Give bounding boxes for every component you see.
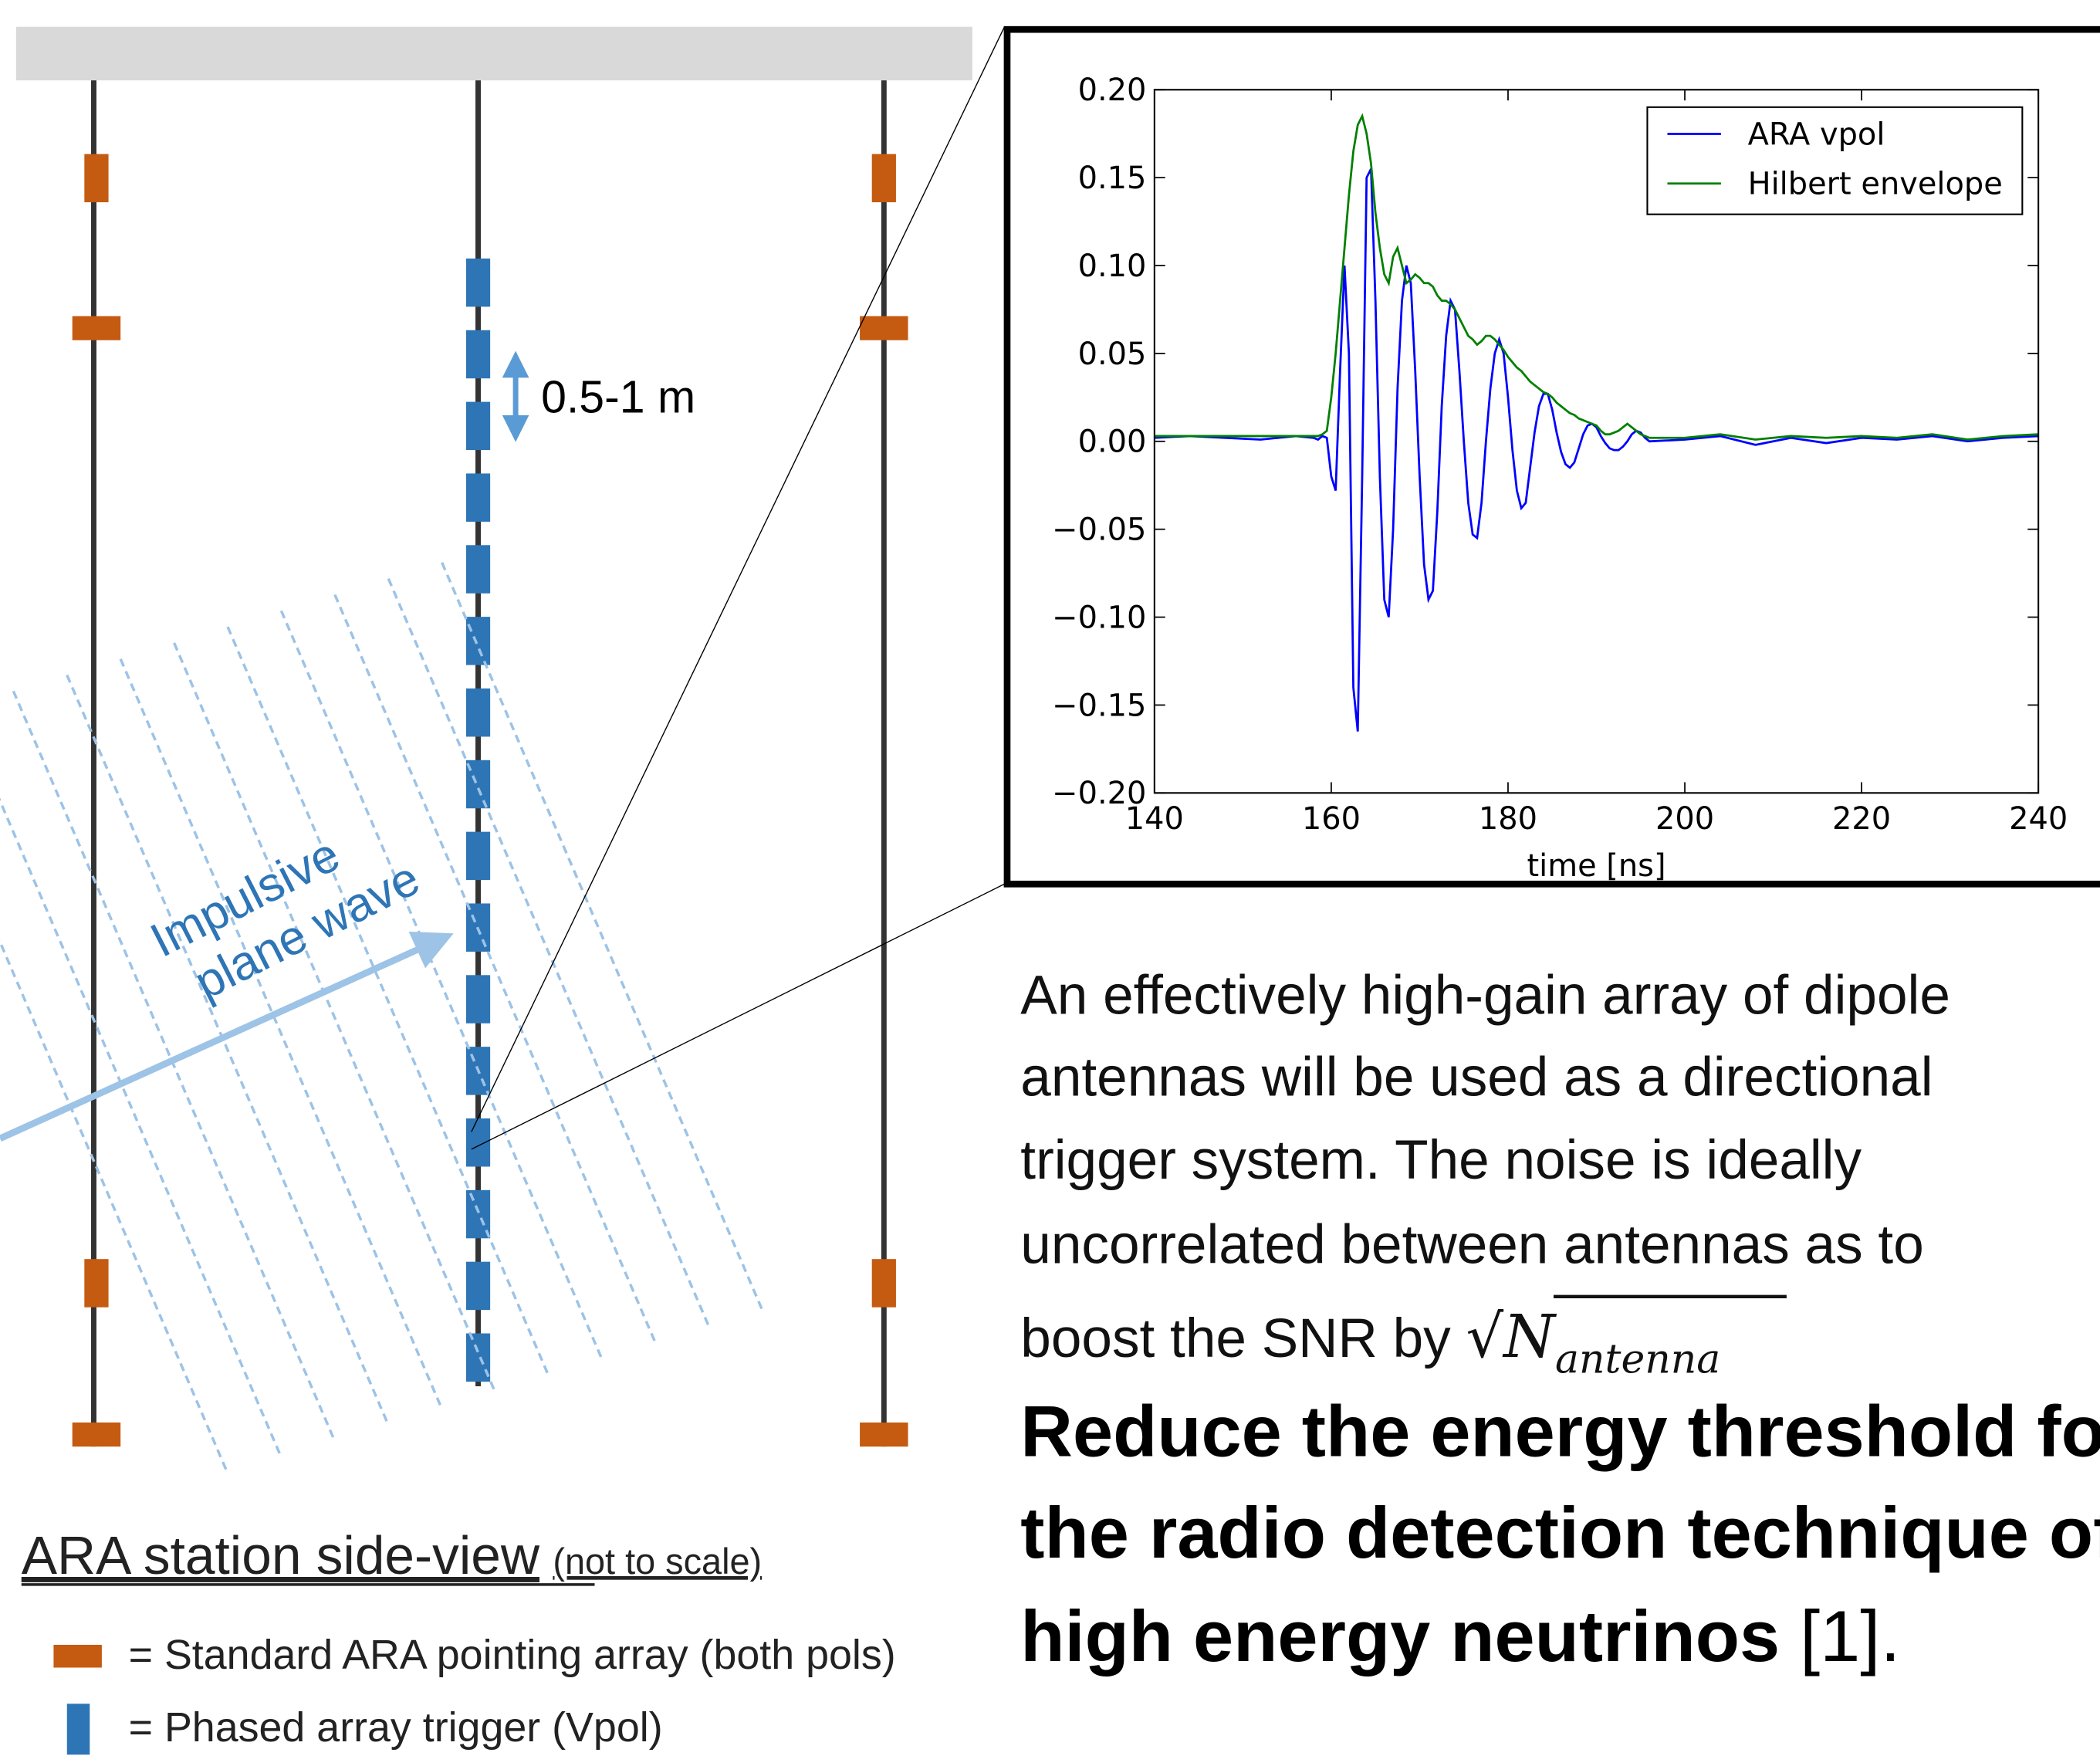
legend-swatch — [66, 1704, 90, 1755]
heading-text: high energy neutrinos — [1020, 1595, 1780, 1676]
heading-line: the radio detection technique of — [1020, 1492, 2100, 1573]
formula-subscript: antenna — [1555, 1337, 1720, 1383]
x-tick-label: 220 — [1832, 801, 1891, 837]
paragraph-text: boost the SNR by — [1020, 1308, 1466, 1369]
y-tick-label: −0.15 — [1052, 688, 1146, 723]
formula-root: √ — [1466, 1303, 1504, 1372]
wavefront — [0, 939, 229, 1474]
legend-text: = Phased array trigger (Vpol) — [129, 1704, 663, 1751]
station-diagram: 0.5-1 m Impulsive plane wave ARA station… — [0, 26, 1006, 1755]
paragraph-line: boost the SNR by √Nantenna — [1020, 1303, 1720, 1383]
x-axis-label: time [ns] — [1527, 848, 1665, 884]
caption-title: ARA station side-view — [22, 1525, 540, 1585]
wavefront — [0, 797, 283, 1458]
pointing-antennas — [72, 154, 908, 1447]
wavefront — [12, 690, 336, 1442]
phased-antenna — [465, 831, 491, 881]
plot-border — [1153, 89, 2040, 794]
zoom-line — [471, 26, 1006, 1132]
phased-antenna — [465, 258, 491, 307]
wave-arrow — [0, 931, 454, 1142]
series-line — [1154, 168, 2039, 732]
legend-label: ARA vpol — [1748, 117, 1885, 152]
phased-antenna — [465, 473, 491, 522]
legend-label: Hilbert envelope — [1748, 167, 2003, 202]
caption-note: (not to scale) — [553, 1541, 762, 1582]
surface — [15, 26, 972, 81]
x-tick-label: 180 — [1479, 801, 1537, 837]
x-tick-label: 200 — [1655, 801, 1714, 837]
phased-antenna — [465, 330, 491, 379]
paragraph-line: An effectively high-gain array of dipole — [1020, 966, 1950, 1027]
wavefront — [441, 562, 765, 1314]
paragraph-line: trigger system. The noise is ideally — [1020, 1130, 1862, 1191]
wavefront — [387, 577, 712, 1330]
wavefront — [119, 658, 444, 1410]
x-tick-label: 160 — [1302, 801, 1361, 837]
paragraph-line: uncorrelated between antennas as to — [1020, 1214, 1923, 1275]
y-tick-label: 0.05 — [1078, 337, 1147, 372]
phased-antenna — [465, 688, 491, 737]
x-tick-label: 240 — [2009, 801, 2068, 837]
spacing-label: 0.5-1 m — [541, 371, 695, 422]
legend-text: = Standard ARA pointing array (both pols… — [129, 1632, 896, 1678]
y-tick-label: 0.00 — [1078, 425, 1147, 460]
wavefront — [173, 642, 497, 1394]
phased-antenna — [465, 1261, 491, 1311]
phased-antenna — [465, 975, 491, 1023]
y-tick-label: −0.05 — [1052, 513, 1146, 548]
heading-line: high energy neutrinos [1]. — [1020, 1595, 1900, 1676]
legend-swatch — [53, 1644, 102, 1668]
wavefront — [279, 610, 604, 1362]
phased-antenna — [465, 401, 491, 451]
formula-base: N — [1502, 1303, 1557, 1372]
phased-antenna — [465, 1118, 491, 1167]
y-tick-label: −0.20 — [1052, 776, 1146, 811]
y-tick-label: −0.10 — [1052, 600, 1146, 635]
y-tick-label: 0.10 — [1078, 249, 1147, 284]
text-block: An effectively high-gain array of dipole… — [1020, 966, 2100, 1676]
heading-line: Reduce the energy threshold for — [1020, 1390, 2100, 1471]
series-line — [1154, 113, 2039, 441]
y-tick-label: 0.20 — [1078, 73, 1147, 108]
x-tick-label: 140 — [1125, 801, 1184, 837]
phased-antenna — [465, 545, 491, 594]
chart: −0.20 −0.15 −0.10 −0.05 0.00 0.05 0.10 0.15 0.20… — [1052, 73, 2068, 884]
legend-box — [1646, 106, 2024, 215]
y-tick-label: 0.15 — [1078, 161, 1147, 196]
wavefront — [333, 594, 658, 1345]
paragraph-line: antennas will be used as a directional — [1020, 1047, 1933, 1108]
wavefront — [66, 674, 390, 1426]
zoom-line — [471, 883, 1005, 1150]
wavefronts — [0, 562, 765, 1474]
caption: ARA station side-view (not to scale) — [22, 1525, 762, 1585]
wavefront — [226, 626, 551, 1378]
reference: [1]. — [1780, 1595, 1900, 1676]
